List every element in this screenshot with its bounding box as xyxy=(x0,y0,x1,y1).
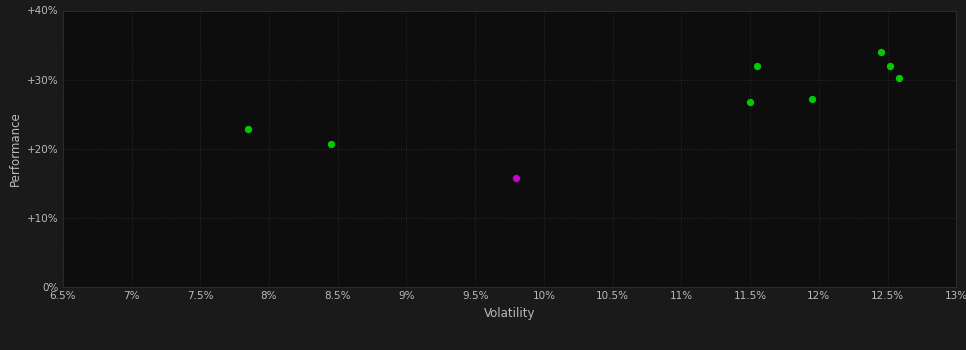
Point xyxy=(509,175,525,181)
Point xyxy=(883,63,898,69)
Point xyxy=(241,127,256,132)
Point xyxy=(323,141,338,147)
Point xyxy=(743,99,758,105)
Point xyxy=(891,76,906,81)
Point xyxy=(805,96,820,102)
Point xyxy=(750,63,765,69)
X-axis label: Volatility: Volatility xyxy=(484,307,535,320)
Point xyxy=(873,49,889,55)
Y-axis label: Performance: Performance xyxy=(9,111,21,186)
